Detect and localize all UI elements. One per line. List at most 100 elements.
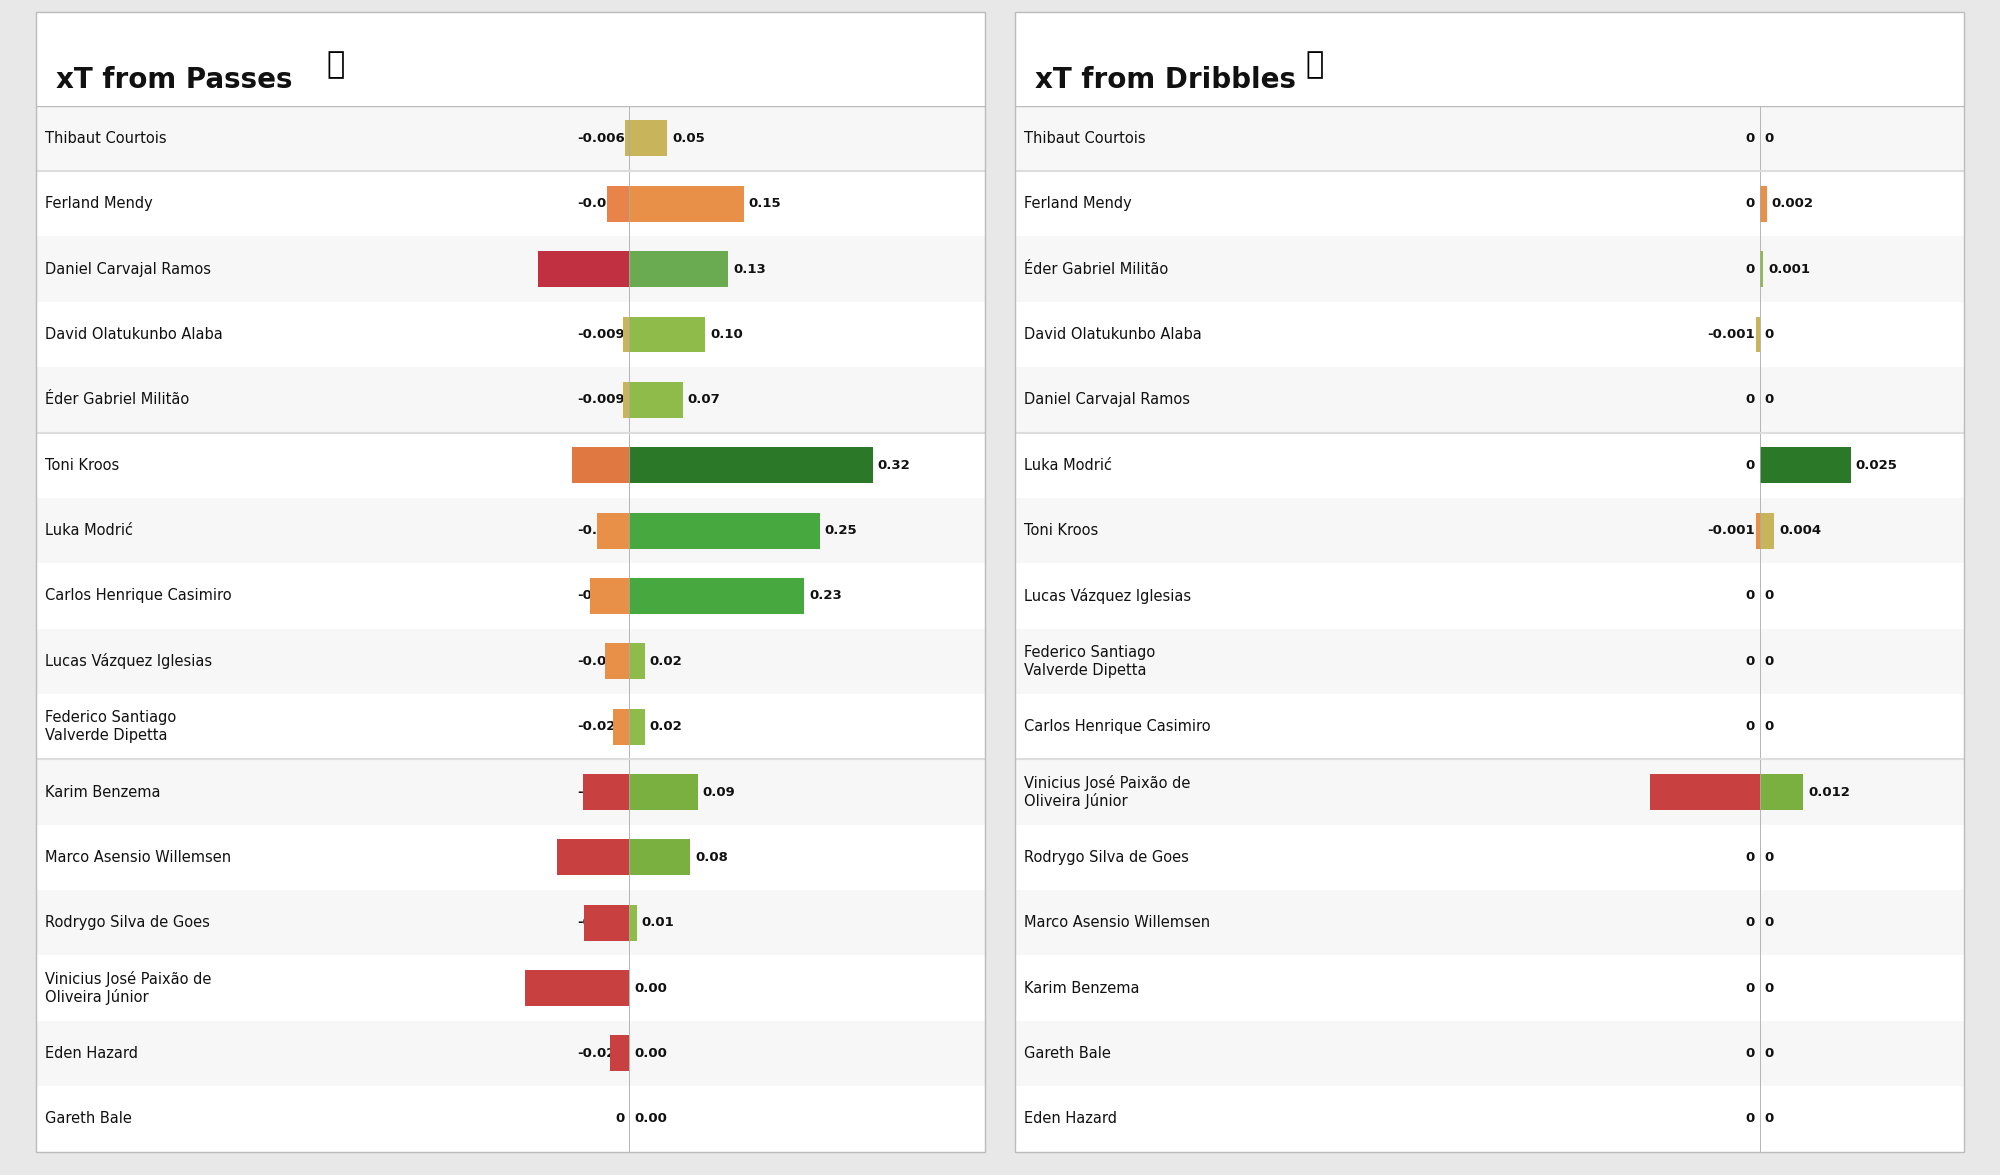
- Text: 0: 0: [1746, 916, 1754, 929]
- Text: 0.25: 0.25: [824, 524, 858, 537]
- Text: -0.032: -0.032: [578, 654, 624, 667]
- Text: 0.13: 0.13: [734, 263, 766, 276]
- Text: David Olatukunbo Alaba: David Olatukunbo Alaba: [46, 327, 224, 342]
- Text: -0.061: -0.061: [578, 786, 624, 799]
- Text: Thibaut Courtois: Thibaut Courtois: [46, 130, 168, 146]
- Bar: [630, 578, 804, 613]
- Text: 0: 0: [1746, 263, 1754, 276]
- Text: Carlos Henrique Casimiro: Carlos Henrique Casimiro: [1024, 719, 1212, 734]
- Text: 0.00: 0.00: [634, 981, 668, 994]
- Text: Éder Gabriel Militão: Éder Gabriel Militão: [46, 392, 190, 408]
- Bar: [36, 694, 984, 759]
- Text: 0: 0: [1764, 1113, 1774, 1126]
- Text: 0: 0: [1764, 654, 1774, 667]
- Bar: [36, 629, 984, 694]
- Bar: [1760, 251, 1764, 287]
- Text: 0: 0: [1764, 981, 1774, 994]
- Text: Marco Asensio Willemsen: Marco Asensio Willemsen: [46, 850, 232, 865]
- Text: Gareth Bale: Gareth Bale: [1024, 1046, 1112, 1061]
- Text: Toni Kroos: Toni Kroos: [46, 458, 120, 472]
- Text: 0: 0: [1746, 1113, 1754, 1126]
- Text: 0: 0: [1746, 654, 1754, 667]
- Bar: [630, 709, 644, 745]
- Text: 0: 0: [1764, 394, 1774, 407]
- Bar: [622, 316, 630, 352]
- Text: 0: 0: [1746, 981, 1754, 994]
- Text: 0: 0: [1764, 132, 1774, 145]
- Text: 0: 0: [1746, 851, 1754, 864]
- Text: Ferland Mendy: Ferland Mendy: [46, 196, 154, 212]
- Bar: [36, 172, 984, 236]
- Text: 0: 0: [1746, 720, 1754, 733]
- Text: 0.001: 0.001: [1768, 263, 1810, 276]
- Text: -0.043: -0.043: [576, 524, 624, 537]
- Text: Rodrygo Silva de Goes: Rodrygo Silva de Goes: [1024, 850, 1190, 865]
- Bar: [1014, 825, 1964, 891]
- Text: Vinicius José Paixão de
Oliveira Júnior: Vinicius José Paixão de Oliveira Júnior: [1024, 774, 1190, 810]
- Bar: [630, 382, 682, 418]
- Text: 0.08: 0.08: [696, 851, 728, 864]
- Bar: [630, 121, 668, 156]
- Text: -0.001: -0.001: [1708, 328, 1754, 341]
- Bar: [36, 302, 984, 367]
- Bar: [1756, 316, 1760, 352]
- Bar: [36, 825, 984, 891]
- Bar: [1014, 563, 1964, 629]
- Text: 0.02: 0.02: [650, 720, 682, 733]
- Text: 0: 0: [1746, 197, 1754, 210]
- Text: ⚽: ⚽: [326, 51, 344, 79]
- Bar: [36, 367, 984, 432]
- Text: -0.029: -0.029: [578, 197, 624, 210]
- Bar: [1014, 106, 1964, 172]
- Bar: [36, 432, 984, 498]
- Bar: [630, 905, 638, 941]
- Bar: [1014, 236, 1964, 302]
- Text: 0.23: 0.23: [810, 590, 842, 603]
- Text: 0.02: 0.02: [650, 654, 682, 667]
- Text: Toni Kroos: Toni Kroos: [1024, 523, 1098, 538]
- Text: 0.01: 0.01: [642, 916, 674, 929]
- Bar: [584, 905, 630, 941]
- Bar: [558, 839, 630, 875]
- Bar: [36, 236, 984, 302]
- Bar: [36, 1021, 984, 1086]
- Bar: [606, 644, 630, 679]
- Bar: [582, 774, 630, 810]
- Text: 0: 0: [1746, 132, 1754, 145]
- Text: Lucas Vázquez Iglesias: Lucas Vázquez Iglesias: [1024, 588, 1192, 604]
- Text: 0: 0: [616, 1113, 624, 1126]
- Bar: [1014, 629, 1964, 694]
- Bar: [36, 563, 984, 629]
- Bar: [1014, 367, 1964, 432]
- Text: Karim Benzema: Karim Benzema: [46, 785, 160, 799]
- Text: Carlos Henrique Casimiro: Carlos Henrique Casimiro: [46, 589, 232, 604]
- Text: Éder Gabriel Militão: Éder Gabriel Militão: [1024, 262, 1168, 276]
- Text: -0.009: -0.009: [578, 328, 624, 341]
- Text: 0.10: 0.10: [710, 328, 742, 341]
- Text: 0.09: 0.09: [702, 786, 736, 799]
- Text: Federico Santiago
Valverde Dipetta: Federico Santiago Valverde Dipetta: [1024, 645, 1156, 678]
- Text: 0.00: 0.00: [634, 1047, 668, 1060]
- Text: Eden Hazard: Eden Hazard: [1024, 1112, 1118, 1127]
- Text: -0.12: -0.12: [586, 263, 624, 276]
- Text: -0.095: -0.095: [578, 851, 624, 864]
- Bar: [1760, 448, 1850, 483]
- Text: -0.059: -0.059: [578, 916, 624, 929]
- Bar: [608, 186, 630, 222]
- Text: Gareth Bale: Gareth Bale: [46, 1112, 132, 1127]
- Text: -0.03: -0.03: [1716, 786, 1754, 799]
- Bar: [622, 382, 630, 418]
- Bar: [1014, 891, 1964, 955]
- Text: xT from Passes: xT from Passes: [56, 66, 292, 94]
- Bar: [630, 186, 744, 222]
- Text: Luka Modrić: Luka Modrić: [46, 523, 134, 538]
- Bar: [630, 839, 690, 875]
- Bar: [36, 891, 984, 955]
- Bar: [596, 512, 630, 549]
- Bar: [1014, 1086, 1964, 1152]
- Text: Eden Hazard: Eden Hazard: [46, 1046, 138, 1061]
- Text: -0.075: -0.075: [578, 458, 624, 471]
- Bar: [36, 498, 984, 563]
- Text: 0: 0: [1746, 590, 1754, 603]
- Bar: [1014, 498, 1964, 563]
